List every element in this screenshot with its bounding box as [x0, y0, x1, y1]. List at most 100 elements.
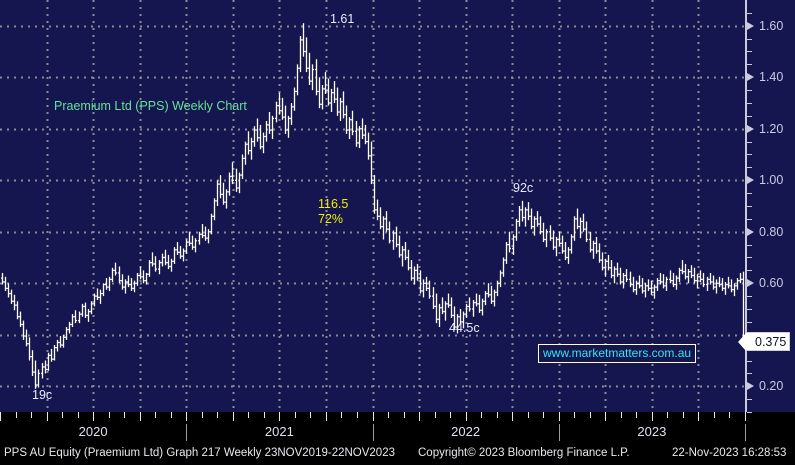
date-tick-mark: [326, 412, 327, 421]
move-percent-label: 72%: [318, 212, 344, 226]
price-tick-mark: [747, 154, 752, 155]
price-tick-mark: [747, 116, 752, 117]
price-tick-mark: [747, 64, 752, 65]
date-tick-mark: [357, 412, 358, 418]
price-tick-label: 0.80: [759, 224, 784, 239]
price-tick-label: 1.00: [759, 173, 784, 188]
price-tick-mark: [747, 322, 752, 323]
date-tick-mark: [667, 412, 668, 418]
price-tick-label: 1.40: [759, 70, 784, 85]
footer-copyright: Copyright© 2023 Bloomberg Finance L.P.: [418, 447, 630, 459]
year-label-2022: 2022: [451, 424, 481, 439]
price-tick-mark: [747, 103, 752, 104]
year-label-2021: 2021: [264, 424, 294, 439]
price-tick-label: 1.20: [759, 121, 784, 136]
peak-price-label: 1.61: [330, 12, 355, 26]
date-tick-mark: [605, 412, 606, 421]
footer-timestamp: 22-Nov-2023 16:28:53: [672, 447, 787, 459]
mid-low-price-label: 44.5c: [449, 321, 480, 335]
chart-plot-area[interactable]: Praemium Ltd (PPS) Weekly Chart 1.61 19c…: [0, 0, 745, 412]
price-tick-mark: [747, 142, 752, 143]
year-label-2020: 2020: [78, 424, 108, 439]
price-tick-label: 0.20: [759, 379, 784, 394]
price-tick-mark: [747, 206, 752, 207]
date-tick-mark: [140, 412, 141, 421]
date-tick-mark: [31, 412, 32, 418]
date-tick-mark: [729, 412, 730, 418]
date-tick-mark: [248, 412, 249, 418]
date-tick-mark: [388, 412, 389, 418]
date-tick-mark: [636, 412, 637, 418]
price-tick-mark: [747, 13, 752, 14]
price-tick-mark: [747, 245, 752, 246]
date-tick-mark: [590, 412, 591, 418]
date-tick-mark: [16, 412, 17, 418]
date-tick-mark: [745, 412, 746, 421]
move-value-label: 116.5: [318, 197, 349, 211]
date-tick-mark: [310, 412, 311, 418]
date-tick-mark: [559, 412, 560, 421]
ohlc-bars-layer: [1, 23, 745, 389]
year-divider: [559, 424, 560, 441]
date-tick-mark: [574, 412, 575, 418]
price-axis-line: [745, 0, 747, 412]
price-axis[interactable]: 1.60 1.40 1.20 1.00 0.80 0.60 0.20 0.375: [745, 0, 795, 413]
footer-bar: PPS AU Equity (Praemium Ltd) Graph 217 W…: [0, 446, 795, 465]
price-tick-mark: [747, 309, 752, 310]
date-tick-mark: [621, 412, 622, 418]
price-tick-arrow-icon: [747, 124, 754, 133]
price-tick-mark: [747, 412, 752, 413]
price-tick-arrow-icon: [747, 21, 754, 30]
date-tick-mark: [404, 412, 405, 418]
date-tick-mark: [186, 412, 187, 421]
year-label-2023: 2023: [637, 424, 667, 439]
date-tick-mark: [155, 412, 156, 418]
watermark-url[interactable]: www.marketmatters.com.au: [538, 344, 697, 363]
price-tick-label: 1.60: [759, 18, 784, 33]
date-tick-mark: [93, 412, 94, 421]
date-tick-mark: [264, 412, 265, 418]
date-tick-mark: [497, 412, 498, 418]
chart-title: Praemium Ltd (PPS) Weekly Chart: [54, 99, 247, 113]
footer-security-line: PPS AU Equity (Praemium Ltd) Graph 217 W…: [4, 447, 395, 459]
date-tick-mark: [543, 412, 544, 418]
price-tick-arrow-icon: [747, 73, 754, 82]
price-tick-mark: [747, 167, 752, 168]
price-tick-arrow-icon: [747, 382, 754, 391]
date-tick-mark: [714, 412, 715, 418]
price-tick-arrow-icon: [747, 227, 754, 236]
price-tick-mark: [747, 193, 752, 194]
date-tick-mark: [698, 412, 699, 421]
date-tick-mark: [435, 412, 436, 418]
price-tick-mark: [747, 51, 752, 52]
date-tick-mark: [233, 412, 234, 421]
price-tick-mark: [747, 373, 752, 374]
date-tick-mark: [202, 412, 203, 418]
price-tick-arrow-icon: [747, 279, 754, 288]
date-tick-mark: [683, 412, 684, 418]
date-tick-mark: [295, 412, 296, 418]
last-price-value: 0.375: [755, 334, 787, 349]
price-tick-mark: [747, 257, 752, 258]
price-tick-arrow-icon: [747, 176, 754, 185]
date-tick-mark: [217, 412, 218, 418]
date-tick-mark: [47, 412, 48, 421]
date-axis: 2020 2021 2022 2023: [0, 424, 795, 444]
price-tick-mark: [747, 399, 752, 400]
date-tick-mark: [109, 412, 110, 418]
price-tick-mark: [747, 270, 752, 271]
date-tick-mark: [466, 412, 467, 421]
date-tick-mark: [78, 412, 79, 418]
date-tick-mark: [481, 412, 482, 418]
price-tick-mark: [747, 361, 752, 362]
date-tick-mark: [279, 412, 280, 421]
date-tick-mark: [528, 412, 529, 418]
date-tick-mark: [62, 412, 63, 418]
date-tick-mark: [171, 412, 172, 418]
date-tick-mark: [0, 412, 1, 421]
price-tick-label: 0.60: [759, 276, 784, 291]
price-tick-mark: [747, 90, 752, 91]
date-tick-mark: [341, 412, 342, 418]
date-tick-mark: [512, 412, 513, 421]
